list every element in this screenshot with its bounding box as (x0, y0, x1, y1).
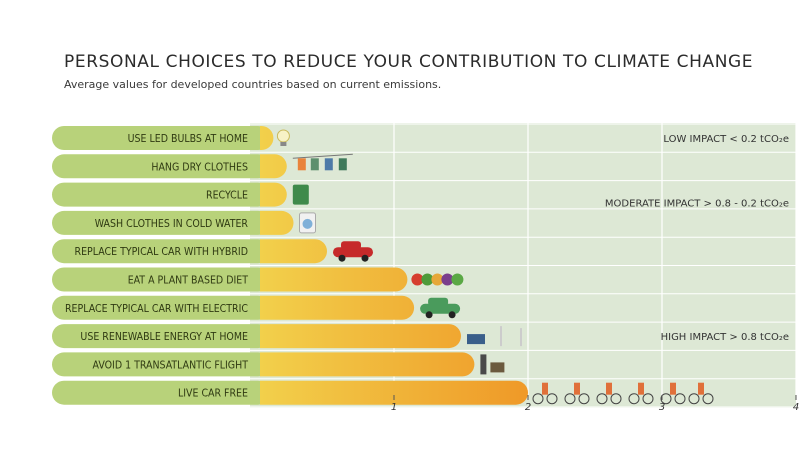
chart-subtitle: Average values for developed countries b… (64, 78, 442, 91)
car-icon (333, 241, 373, 262)
x-tick-label: 2 (525, 402, 531, 413)
row-label: REPLACE TYPICAL CAR WITH HYBRID (75, 246, 249, 258)
recycle-bin-icon (292, 184, 309, 205)
impact-zone-label: HIGH IMPACT > 0.8 tCO₂e (661, 332, 789, 343)
row-label-bar (52, 267, 270, 292)
value-bar (260, 182, 287, 207)
value-bar (260, 210, 294, 235)
clothesline-icon (292, 153, 353, 171)
row-label: HANG DRY CLOTHES (151, 161, 248, 173)
x-tick-label: 4 (793, 402, 799, 413)
row-label: USE RENEWABLE ENERGY AT HOME (80, 331, 248, 343)
washing-machine-icon (299, 212, 316, 234)
electric-car-icon (420, 297, 461, 319)
cyclists-icon (532, 382, 714, 405)
value-bar (260, 239, 328, 264)
row-label-bar (52, 352, 270, 377)
value-bar (260, 126, 274, 150)
value-bar (260, 352, 475, 377)
row-label-bar (52, 154, 270, 179)
row-label: REPLACE TYPICAL CAR WITH ELECTRIC (65, 303, 248, 315)
vegetables-icon (411, 273, 464, 286)
row-label: EAT A PLANT BASED DIET (128, 275, 249, 287)
value-bar (260, 380, 528, 405)
x-tick-label: 1 (391, 402, 397, 413)
row-label: RECYCLE (206, 190, 248, 202)
x-tick-label: 3 (659, 402, 665, 413)
value-bar (260, 295, 415, 320)
row-label: LIVE CAR FREE (178, 388, 248, 400)
impact-zone-label: MODERATE IMPACT > 0.8 - 0.2 tCO₂e (605, 199, 789, 210)
row-label: WASH CLOTHES IN COLD WATER (95, 218, 249, 230)
value-bar (260, 154, 287, 179)
chart-title: PERSONAL CHOICES TO REDUCE YOUR CONTRIBU… (64, 52, 754, 72)
impact-zone-0 (250, 123, 796, 153)
row-label-bar (52, 380, 270, 405)
row-label-bar (52, 295, 270, 320)
impact-zone-label: LOW IMPACT < 0.2 tCO₂e (663, 134, 789, 145)
row-label-bar (52, 239, 270, 264)
row-label-bar (52, 126, 270, 150)
airplane-icon (480, 354, 505, 375)
row-label-bar (52, 182, 270, 207)
row-label-bar (52, 324, 270, 349)
value-bar (260, 267, 408, 292)
value-bar (260, 324, 461, 349)
row-label-bar (52, 210, 270, 235)
light-bulb-icon (276, 129, 290, 146)
row-label: USE LED BULBS AT HOME (128, 133, 248, 145)
row-label: AVOID 1 TRANSATLANTIC FLIGHT (93, 359, 249, 371)
solar-wind-icon (467, 326, 522, 347)
